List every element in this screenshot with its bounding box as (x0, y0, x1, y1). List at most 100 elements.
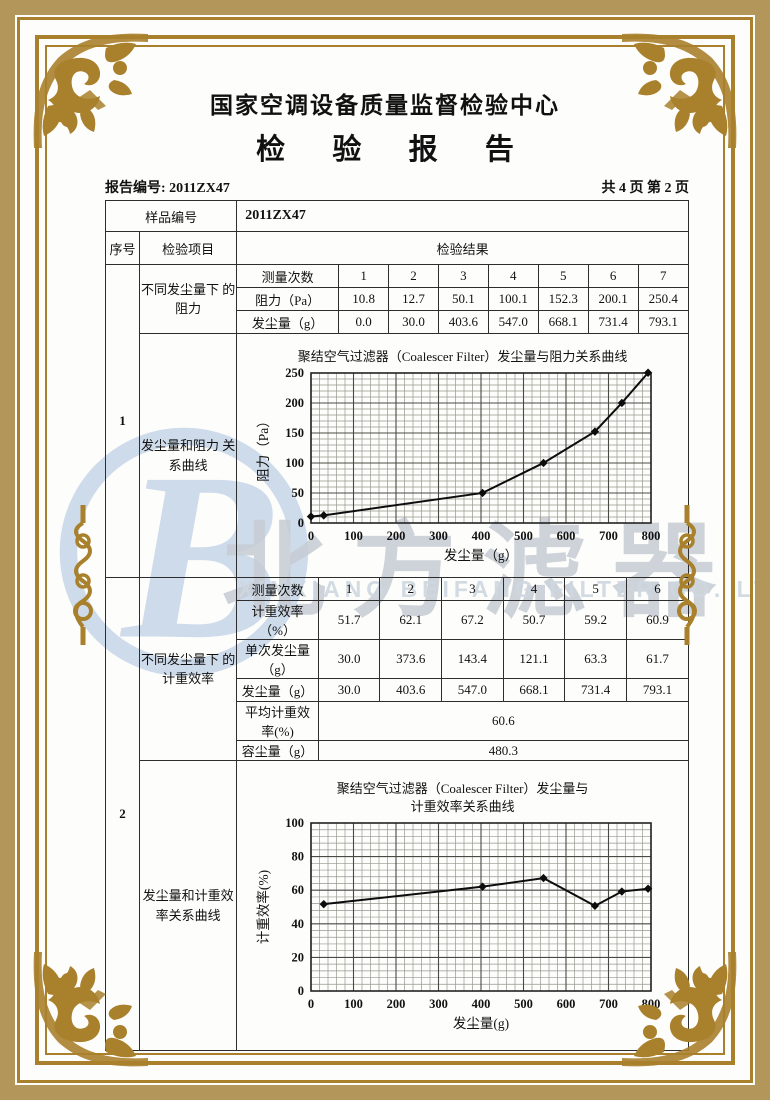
table-row: 测量次数 1 2 3 4 5 6 (237, 578, 688, 601)
data-cell: 7 (637, 265, 688, 288)
data-cell: 阻力（Pa） (237, 287, 340, 311)
data-cell: 62.1 (379, 600, 443, 640)
svg-text:500: 500 (514, 997, 533, 1011)
svg-text:500: 500 (514, 529, 533, 543)
data-cell: 63.3 (564, 639, 627, 679)
data-cell: 12.7 (388, 287, 439, 311)
data-cell: 1 (338, 265, 390, 288)
data-cell: 50.7 (502, 600, 566, 640)
report-number: 报告编号: 2011ZX47 (105, 181, 230, 196)
table-row: 发尘量（g） 0.0 30.0 403.6 547.0 668.1 731.4 793.1 (237, 310, 688, 333)
data-cell: 61.7 (625, 639, 688, 679)
summary-row: 容尘量（g） 480.3 (237, 740, 688, 760)
data-cell: 793.1 (637, 310, 688, 333)
svg-text:200: 200 (386, 529, 405, 543)
data-cell: 60.9 (625, 600, 688, 640)
svg-text:150: 150 (285, 426, 304, 440)
svg-text:800: 800 (641, 529, 660, 543)
svg-text:20: 20 (291, 950, 304, 964)
section1-chart-row: 发尘量和阻力 关系曲线 聚结空气过滤器（Coalescer Filter）发尘量… (106, 333, 689, 578)
table-row: 测量次数 1 2 3 4 5 6 7 (237, 265, 688, 288)
data-cell: 发尘量（g） (237, 310, 340, 333)
sample-value: 2011ZX47 (236, 200, 689, 232)
data-cell: 平均计重效率(%) (237, 701, 319, 741)
data-cell: 59.2 (564, 600, 627, 640)
report-page: 国家空调设备质量监督检验中心 检 验 报 告 报告编号: 2011ZX47 共 … (52, 52, 718, 1051)
table-row: 阻力（Pa） 10.8 12.7 50.1 100.1 152.3 200.1 250.4 (237, 287, 688, 311)
data-cell: 480.3 (317, 740, 688, 760)
data-cell: 发尘量（g） (237, 678, 319, 702)
table-row: 计重效率（%） 51.7 62.1 67.2 50.7 59.2 60.9 (237, 600, 688, 640)
data-cell: 4 (502, 578, 566, 601)
y-axis-label: 计重效率(%) (255, 870, 271, 944)
data-cell: 5 (564, 578, 627, 601)
svg-text:400: 400 (471, 997, 490, 1011)
data-cell: 6 (587, 265, 639, 288)
section2-seq: 2 (104, 577, 141, 1051)
summary-row: 平均计重效率(%) 60.6 (237, 701, 688, 741)
section1-data-row: 1 不同发尘量下 的阻力 测量次数 1 2 3 4 5 6 7 阻力（Pa） 10.8 12.7 50… (104, 264, 689, 578)
efficiency-data-table: 测量次数 1 2 3 4 5 6 计重效率（%） 51.7 62.1 67.2 50.7 59.2 60.… (237, 578, 688, 760)
chart2-title-line1: 聚结空气过滤器（Coalescer Filter）发尘量与 (336, 780, 589, 796)
data-cell: 67.2 (441, 600, 504, 640)
data-cell: 100.1 (487, 287, 539, 311)
svg-text:0: 0 (297, 516, 303, 530)
svg-text:200: 200 (285, 396, 304, 410)
svg-text:600: 600 (556, 997, 575, 1011)
meta-row: 报告编号: 2011ZX47 共 4 页 第 2 页 (105, 177, 689, 197)
chart1-title: 聚结空气过滤器（Coalescer Filter）发尘量与阻力关系曲线 (297, 348, 628, 364)
chart1-block: 聚结空气过滤器（Coalescer Filter）发尘量与阻力关系曲线 0 100… (248, 348, 678, 572)
section2-item-top: 不同发尘量下 的计重效率 (139, 577, 238, 761)
resistance-chart: 0 100 200 300 400 500 600 700 800 0 50 100 150 200 250… (256, 366, 660, 563)
resistance-data-table: 测量次数 1 2 3 4 5 6 7 阻力（Pa） 10.8 12.7 50.1 100.1 152.3 2… (237, 265, 688, 333)
data-cell: 51.7 (317, 600, 381, 640)
col-header-seq: 序号 (104, 231, 141, 265)
svg-text:100: 100 (344, 529, 363, 543)
data-cell: 793.1 (625, 678, 688, 702)
svg-text:600: 600 (556, 529, 575, 543)
data-cell: 668.1 (537, 310, 589, 333)
data-cell: 668.1 (502, 678, 566, 702)
section2-item-bottom: 发尘量和计重效 率关系曲线 (139, 760, 238, 1051)
org-title: 国家空调设备质量监督检验中心 (210, 93, 560, 118)
svg-text:400: 400 (471, 529, 490, 543)
svg-text:250: 250 (285, 366, 304, 380)
svg-text:80: 80 (291, 850, 304, 864)
results-table: 样品编号 2011ZX47 序号 检验项目 检验结果 1 不同发尘量下 的阻力 … (104, 200, 689, 1051)
data-cell: 121.1 (502, 639, 566, 679)
data-cell: 152.3 (537, 287, 589, 311)
sample-label: 样品编号 (104, 200, 238, 232)
data-cell: 373.6 (379, 639, 443, 679)
table-row: 单次发尘量（g） 30.0 373.6 143.4 121.1 63.3 61.7 (237, 639, 688, 679)
svg-text:0: 0 (307, 529, 313, 543)
col-header-item: 检验项目 (139, 231, 238, 265)
efficiency-chart: 0 100 200 300 400 500 600 700 800 0 20 40 60 80 100 发尘量… (255, 816, 660, 1031)
chart2-block: 聚结空气过滤器（Coalescer Filter）发尘量与 计重效率关系曲线 0… (248, 780, 678, 1039)
data-cell: 4 (487, 265, 539, 288)
chart2-title: 聚结空气过滤器（Coalescer Filter）发尘量与 计重效率关系曲线 (248, 780, 678, 815)
x-axis-label: 发尘量(g) (452, 1016, 508, 1031)
page-indicator: 共 4 页 第 2 页 (601, 181, 690, 196)
data-cell: 200.1 (587, 287, 639, 311)
svg-text:60: 60 (291, 883, 304, 897)
svg-text:100: 100 (285, 456, 304, 470)
data-cell: 0.0 (338, 310, 390, 333)
col-header-result: 检验结果 (236, 231, 689, 265)
data-cell: 60.6 (317, 701, 688, 741)
section2-chart-row: 发尘量和计重效 率关系曲线 聚结空气过滤器（Coalescer Filter）发… (106, 760, 689, 1051)
svg-text:200: 200 (386, 997, 405, 1011)
svg-text:40: 40 (291, 917, 304, 931)
data-cell: 2 (388, 265, 439, 288)
data-cell: 1 (317, 578, 381, 601)
data-cell: 30.0 (388, 310, 439, 333)
section1-seq: 1 (104, 264, 141, 578)
section1-item-bottom: 发尘量和阻力 关系曲线 (139, 333, 238, 578)
svg-text:100: 100 (285, 816, 304, 830)
data-cell: 731.4 (587, 310, 639, 333)
sample-row: 样品编号 2011ZX47 (104, 200, 689, 232)
data-cell: 测量次数 (237, 578, 319, 601)
data-cell: 单次发尘量（g） (237, 639, 319, 679)
data-cell: 50.1 (437, 287, 489, 311)
svg-text:100: 100 (344, 997, 363, 1011)
data-cell: 2 (379, 578, 443, 601)
